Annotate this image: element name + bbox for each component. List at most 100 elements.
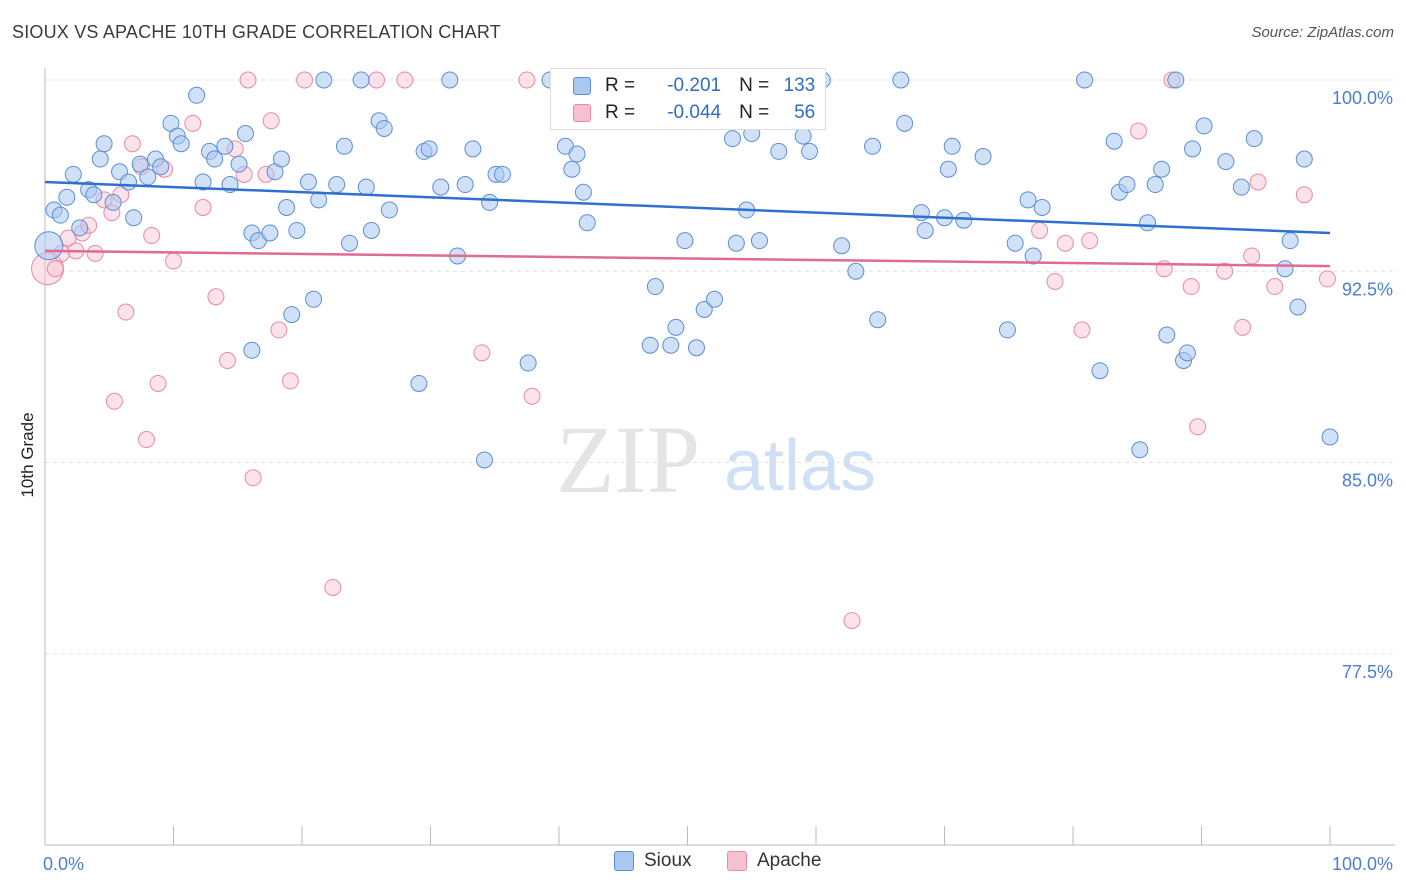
sioux-point xyxy=(278,199,296,216)
sioux-point xyxy=(1146,176,1164,194)
apache-point xyxy=(1031,221,1049,239)
sioux-point xyxy=(125,209,143,227)
sioux-point xyxy=(750,232,768,250)
sioux-point xyxy=(104,193,122,211)
apache-point xyxy=(46,260,64,278)
apache-point xyxy=(1056,234,1074,252)
apache-point xyxy=(281,372,299,390)
sioux-point xyxy=(1118,176,1136,194)
sioux-point xyxy=(236,125,254,143)
apache-trend-line xyxy=(44,249,1331,268)
chart-title: SIOUX VS APACHE 10TH GRADE CORRELATION C… xyxy=(12,22,501,42)
apache-point xyxy=(1081,232,1099,250)
y-tick-label: 85.0% xyxy=(1342,471,1393,491)
apache-swatch xyxy=(573,104,591,122)
sioux-point xyxy=(441,71,459,89)
legend-label-apache: Apache xyxy=(757,850,822,871)
apache-point xyxy=(1073,321,1091,339)
sioux-point xyxy=(939,160,957,178)
apache-point xyxy=(123,135,141,153)
sioux-point xyxy=(1006,234,1024,252)
stats-legend: R = -0.201 N = 133 R = -0.044 N = 56 xyxy=(550,68,826,130)
apache-point xyxy=(1046,272,1064,290)
sioux-point xyxy=(493,165,511,183)
apache-point xyxy=(165,252,182,270)
sioux-point xyxy=(1158,326,1176,344)
sioux-point xyxy=(341,234,359,252)
r-value: -0.201 xyxy=(667,75,722,96)
sioux-point xyxy=(578,214,596,232)
legend-item-apache[interactable]: Apache xyxy=(727,850,821,872)
tick-labels: 77.5% 85.0% 92.5% 100.0% 0.0% 100.0% xyxy=(43,88,1393,874)
sioux-point xyxy=(420,140,438,158)
sioux-point xyxy=(770,142,788,160)
x-tick-label: 0.0% xyxy=(43,854,84,874)
apache-point xyxy=(194,199,212,216)
apache-point xyxy=(518,71,536,89)
sioux-point xyxy=(64,165,82,183)
apache-point xyxy=(1249,173,1267,191)
sioux-point xyxy=(705,290,723,308)
sioux-swatch xyxy=(573,77,591,95)
apache-point xyxy=(843,612,861,630)
sioux-point xyxy=(71,219,89,237)
sioux-point xyxy=(188,86,206,104)
trend-lines xyxy=(44,180,1331,268)
apache-point xyxy=(117,303,135,321)
sioux-point xyxy=(1195,117,1213,135)
watermark-atlas: atlas xyxy=(724,426,876,506)
sioux-point xyxy=(305,290,323,308)
n-value: 56 xyxy=(794,102,816,123)
apache-point xyxy=(270,321,288,339)
r-label: R = xyxy=(605,102,636,123)
y-tick-label: 77.5% xyxy=(1342,662,1393,682)
sioux-point xyxy=(519,354,537,372)
sioux-point xyxy=(1033,199,1051,216)
apache-point xyxy=(262,112,280,130)
sioux-point xyxy=(864,137,882,155)
sioux-point xyxy=(152,158,170,176)
sioux-point xyxy=(1105,132,1123,150)
sioux-point xyxy=(172,135,190,153)
sioux-point xyxy=(646,278,664,296)
apache-point xyxy=(86,244,104,262)
sioux-point xyxy=(667,318,685,336)
apache-point xyxy=(396,71,414,89)
apache-point xyxy=(138,431,156,449)
sioux-point xyxy=(481,193,499,211)
sioux-point xyxy=(916,221,934,239)
sioux-point xyxy=(1178,344,1196,362)
watermark-zip: ZIP xyxy=(556,406,700,513)
apache-point xyxy=(184,114,202,132)
sioux-point xyxy=(1024,247,1042,265)
sioux-point xyxy=(727,234,745,252)
sioux-point xyxy=(288,221,306,239)
axes xyxy=(44,68,1395,846)
sioux-point xyxy=(315,71,333,89)
sioux-point xyxy=(662,336,680,354)
n-label: N = xyxy=(739,75,770,96)
sioux-point xyxy=(1232,178,1250,196)
sioux-point xyxy=(456,176,474,194)
sioux-point xyxy=(998,321,1016,339)
watermark: ZIP atlas xyxy=(556,406,876,513)
apache-point xyxy=(1318,270,1336,288)
sioux-point xyxy=(869,311,887,329)
sioux-point xyxy=(194,173,212,191)
sioux-point xyxy=(896,114,914,132)
n-value: 133 xyxy=(783,75,816,96)
sioux-point xyxy=(568,145,586,163)
sioux-point xyxy=(362,221,380,239)
legend-item-sioux[interactable]: Sioux xyxy=(614,850,692,872)
apache-swatch xyxy=(727,851,747,871)
sioux-point xyxy=(131,155,149,173)
sioux-point xyxy=(1245,130,1263,148)
sioux-point xyxy=(91,150,109,168)
apache-point xyxy=(523,387,541,405)
sioux-point xyxy=(847,262,865,280)
sioux-point xyxy=(801,142,819,160)
apache-point xyxy=(1130,122,1148,140)
sioux-point xyxy=(139,168,157,186)
apache-point xyxy=(473,344,491,362)
